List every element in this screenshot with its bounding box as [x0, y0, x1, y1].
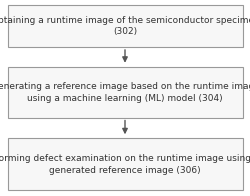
FancyBboxPatch shape [8, 67, 242, 118]
Text: Generating a reference image based on the runtime image
using a machine learning: Generating a reference image based on th… [0, 82, 250, 103]
FancyBboxPatch shape [8, 138, 242, 190]
FancyBboxPatch shape [8, 5, 242, 47]
Text: Performing defect examination on the runtime image using the
generated reference: Performing defect examination on the run… [0, 154, 250, 175]
Text: Obtaining a runtime image of the semiconductor specimen
(302): Obtaining a runtime image of the semicon… [0, 15, 250, 36]
